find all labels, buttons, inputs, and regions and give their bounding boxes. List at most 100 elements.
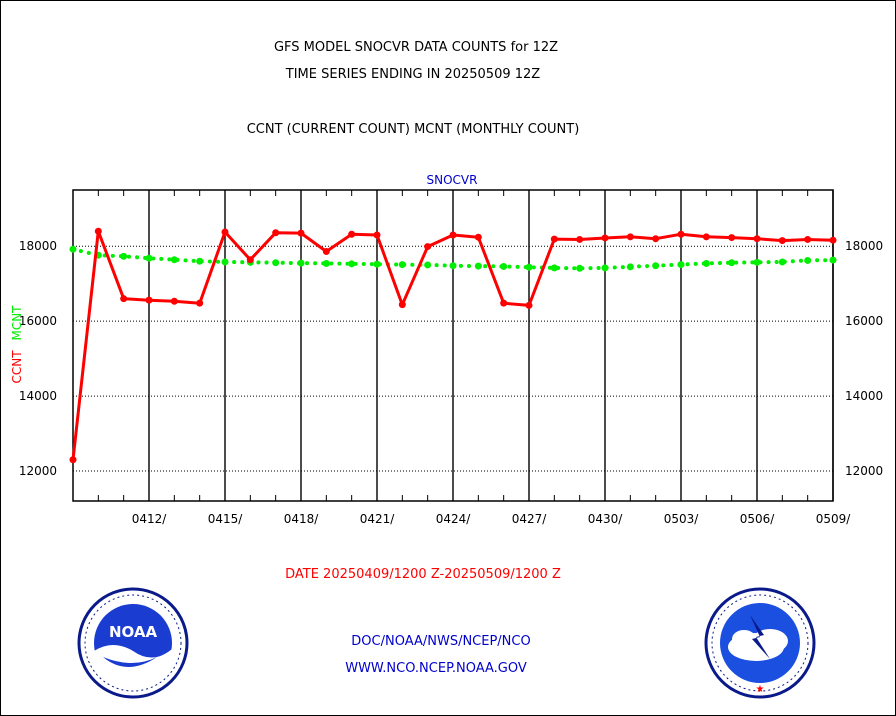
- chart-title-line1: GFS MODEL SNOCVR DATA COUNTS for 12Z: [274, 40, 558, 55]
- data-point-ccnt: [69, 456, 77, 464]
- data-point-ccnt: [348, 230, 356, 238]
- panel-label: SNOCVR: [427, 173, 478, 187]
- data-point-ccnt: [550, 235, 558, 243]
- data-point-ccnt: [474, 233, 482, 241]
- y-tick-labels-left: 12000 14000 16000 18000: [19, 239, 57, 478]
- y-tick-label: 14000: [845, 389, 883, 403]
- data-point-mcnt: [474, 262, 482, 270]
- horizontal-gridlines: [73, 245, 833, 472]
- data-point-ccnt: [702, 233, 710, 241]
- series-layer: [69, 227, 837, 464]
- data-point-mcnt: [652, 262, 660, 270]
- data-point-mcnt: [272, 259, 280, 267]
- data-point-mcnt: [120, 252, 128, 260]
- data-point-mcnt: [69, 245, 77, 253]
- data-point-ccnt: [398, 301, 406, 309]
- data-point-ccnt: [145, 296, 153, 304]
- data-point-ccnt: [804, 235, 812, 243]
- y-axis-label-group: CCNT MCNT: [10, 305, 24, 384]
- data-point-mcnt: [145, 254, 153, 262]
- data-point-mcnt: [398, 261, 406, 269]
- chart-title-line2: TIME SERIES ENDING IN 20250509 12Z: [285, 67, 541, 82]
- data-point-ccnt: [196, 299, 204, 307]
- x-tick-label: 0412/: [132, 512, 168, 526]
- data-point-ccnt: [525, 301, 533, 309]
- y-tick-label: 14000: [19, 389, 57, 403]
- org-line-1: DOC/NOAA/NWS/NCEP/NCO: [351, 634, 530, 649]
- x-tick-label: 0509/: [816, 512, 852, 526]
- y-tick-labels-right: 12000 14000 16000 18000: [845, 239, 883, 478]
- data-point-mcnt: [170, 256, 178, 264]
- data-point-ccnt: [500, 299, 508, 307]
- data-point-mcnt: [348, 260, 356, 268]
- data-point-ccnt: [626, 233, 634, 241]
- data-point-mcnt: [753, 258, 761, 266]
- x-tick-marks: [72, 190, 834, 501]
- y-tick-label: 18000: [19, 239, 57, 253]
- date-range-label: DATE 20250409/1200 Z-20250509/1200 Z: [285, 567, 561, 582]
- data-point-ccnt: [120, 295, 128, 303]
- y-tick-label: 12000: [19, 464, 57, 478]
- data-point-mcnt: [449, 262, 457, 270]
- data-point-ccnt: [272, 229, 280, 237]
- plot-area: [69, 189, 837, 502]
- data-point-mcnt: [626, 263, 634, 271]
- nws-logo: ★: [704, 587, 816, 699]
- data-point-mcnt: [804, 256, 812, 264]
- x-tick-label: 0427/: [512, 512, 548, 526]
- data-point-ccnt: [778, 237, 786, 245]
- data-point-ccnt: [246, 256, 254, 264]
- data-point-mcnt: [677, 261, 685, 269]
- data-point-mcnt: [373, 260, 381, 268]
- data-point-ccnt: [170, 297, 178, 305]
- y-tick-label: 16000: [19, 314, 57, 328]
- data-point-ccnt: [94, 227, 102, 235]
- org-line-2: WWW.NCO.NCEP.NOAA.GOV: [345, 661, 527, 676]
- x-tick-labels: 0412/0415/0418/0421/0424/0427/0430/0503/…: [132, 512, 852, 526]
- x-tick-label: 0421/: [360, 512, 396, 526]
- y-tick-label: 12000: [845, 464, 883, 478]
- data-point-ccnt: [753, 235, 761, 243]
- data-point-mcnt: [702, 259, 710, 267]
- noaa-logo: NOAA: [77, 587, 189, 699]
- noaa-logo-text: NOAA: [109, 623, 158, 641]
- y-axis-label-mcnt: MCNT: [10, 305, 24, 341]
- data-point-mcnt: [829, 256, 837, 264]
- y-axis-label-ccnt: CCNT: [10, 350, 24, 384]
- data-point-mcnt: [221, 258, 229, 266]
- data-point-mcnt: [576, 264, 584, 272]
- data-point-ccnt: [576, 235, 584, 243]
- data-point-mcnt: [196, 257, 204, 265]
- data-point-ccnt: [449, 231, 457, 239]
- data-point-mcnt: [550, 264, 558, 272]
- data-point-ccnt: [728, 234, 736, 242]
- data-point-mcnt: [322, 259, 330, 267]
- data-point-mcnt: [525, 263, 533, 271]
- svg-text:★: ★: [756, 684, 765, 695]
- data-point-mcnt: [500, 262, 508, 270]
- data-point-mcnt: [297, 259, 305, 267]
- data-point-mcnt: [778, 258, 786, 266]
- x-tick-label: 0503/: [664, 512, 700, 526]
- data-point-ccnt: [677, 230, 685, 238]
- data-point-ccnt: [652, 235, 660, 243]
- data-point-ccnt: [221, 228, 229, 236]
- x-tick-label: 0418/: [284, 512, 320, 526]
- y-tick-label: 16000: [845, 314, 883, 328]
- data-point-mcnt: [601, 264, 609, 272]
- x-tick-label: 0430/: [588, 512, 624, 526]
- vertical-gridlines: [148, 190, 834, 501]
- data-point-mcnt: [424, 261, 432, 269]
- chart-subtitle: CCNT (CURRENT COUNT) MCNT (MONTHLY COUNT…: [247, 122, 580, 137]
- data-point-ccnt: [829, 236, 837, 244]
- x-tick-label: 0424/: [436, 512, 472, 526]
- x-tick-label: 0415/: [208, 512, 244, 526]
- data-point-ccnt: [424, 243, 432, 251]
- data-point-ccnt: [322, 247, 330, 255]
- y-tick-label: 18000: [845, 239, 883, 253]
- data-point-ccnt: [601, 234, 609, 242]
- data-point-ccnt: [297, 229, 305, 237]
- data-point-mcnt: [728, 259, 736, 267]
- x-tick-label: 0506/: [740, 512, 776, 526]
